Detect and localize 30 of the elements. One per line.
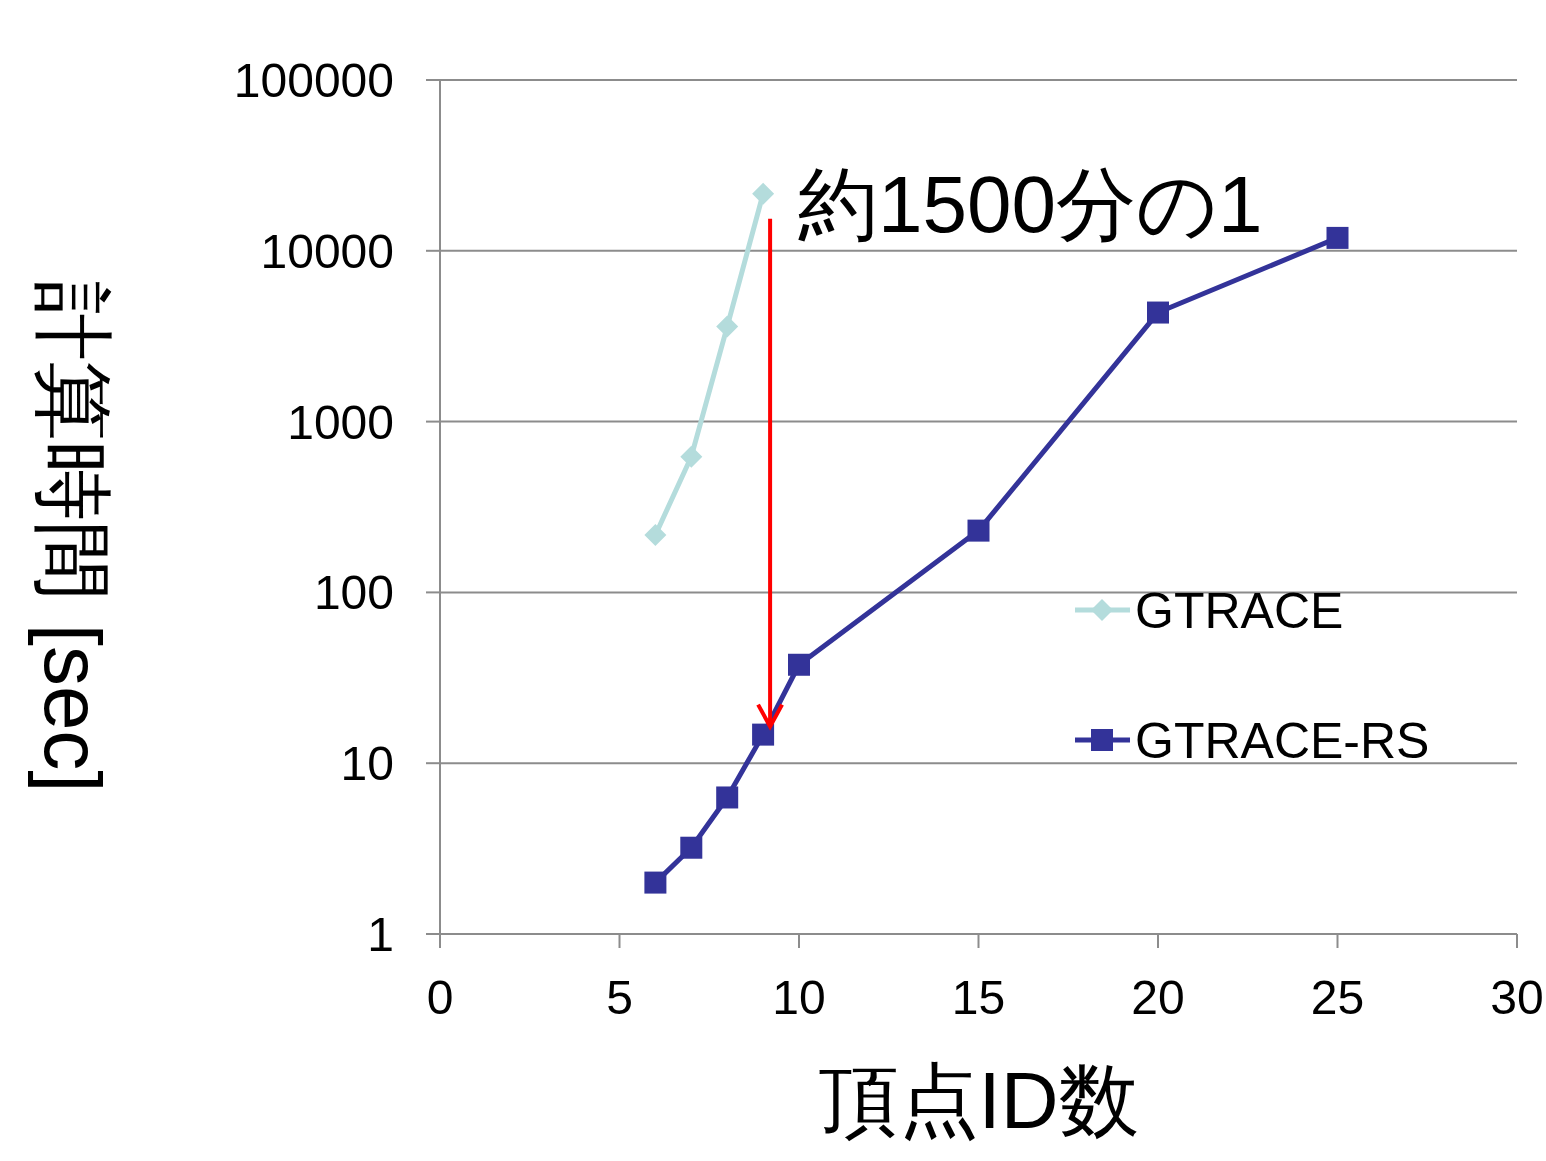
legend-label: GTRACE-RS (1135, 713, 1430, 769)
point (967, 519, 990, 542)
y-tick-label: 1 (367, 908, 394, 961)
point (752, 182, 775, 205)
point (716, 786, 739, 809)
point (644, 871, 667, 894)
point (680, 445, 703, 468)
point (788, 653, 810, 676)
point (752, 723, 775, 746)
y-tick-label: 10 (340, 737, 394, 791)
x-tick-label: 25 (1310, 971, 1365, 1024)
point (1326, 226, 1349, 249)
annotation: 約1500分の1 (798, 159, 1263, 249)
x-tick-label: 5 (606, 971, 633, 1024)
x-tick-label: 20 (1131, 971, 1185, 1024)
x-tick-label: 10 (772, 971, 826, 1024)
point (1147, 301, 1169, 324)
y-tick-label: 100 (313, 566, 394, 620)
x-tick-label: 15 (951, 971, 1006, 1024)
point (680, 836, 703, 859)
x-tick-label: 0 (426, 971, 454, 1024)
point (716, 315, 739, 338)
legend-label: GTRACE (1135, 583, 1344, 639)
y-tick-label: 10000 (260, 224, 394, 278)
point (644, 523, 667, 546)
x-axis-title: 頂点ID数 (818, 1056, 1139, 1145)
y-tick-label: 1000 (287, 395, 394, 449)
x-tick-label: 30 (1490, 971, 1544, 1024)
y-tick-label: 100000 (233, 54, 394, 107)
y-axis-title: 計算時間 [sec] (28, 281, 117, 793)
